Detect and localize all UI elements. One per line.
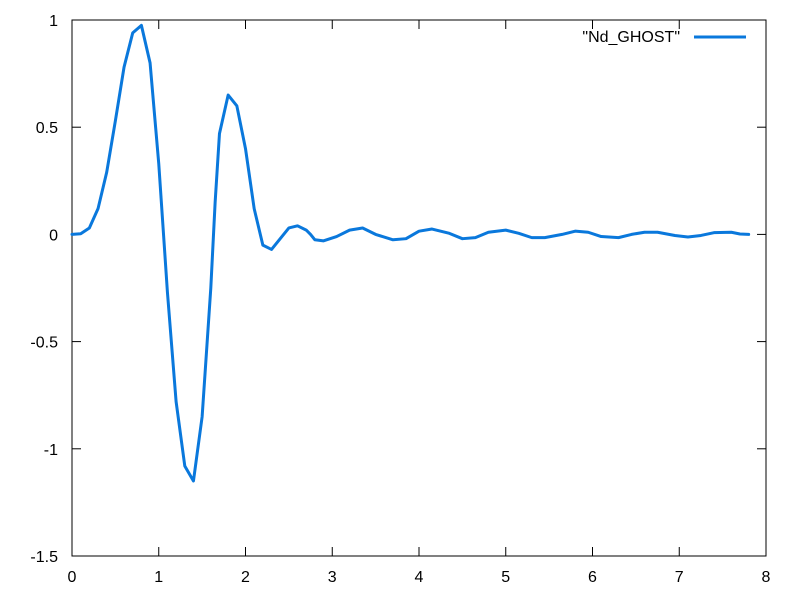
x-tick-label: 7 [675,569,684,586]
y-tick-label: 0.5 [36,120,58,137]
x-tick-label: 0 [68,569,77,586]
x-tick-label: 6 [588,569,597,586]
x-tick-label: 4 [415,569,424,586]
y-tick-label: 0 [49,227,58,244]
x-tick-label: 5 [501,569,510,586]
series-layer [70,23,751,483]
legend: "Nd_GHOST" [582,29,746,46]
y-tick-label: 1 [49,13,58,30]
plot-frame [71,19,767,557]
axes-ticks: 0 1 2 3 4 5 6 7 8 1 0.5 0 -0.5 -1 -1.5 [30,13,770,586]
x-tick-label: 8 [762,569,771,586]
x-tick-label: 1 [154,569,163,586]
legend-label: "Nd_GHOST" [582,29,680,46]
y-tick-label: -1.5 [30,549,58,566]
series-line-0 [70,23,751,483]
x-tick-label: 3 [328,569,337,586]
y-tick-label: -1 [44,442,58,459]
x-tick-label: 2 [241,569,250,586]
y-tick-label: -0.5 [30,335,58,352]
